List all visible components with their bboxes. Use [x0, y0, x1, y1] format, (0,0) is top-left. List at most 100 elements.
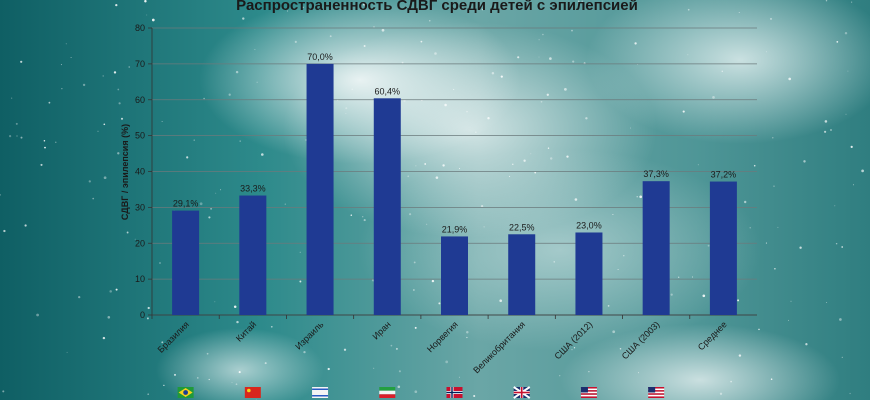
- star-speck: [571, 29, 573, 32]
- star-speck: [163, 384, 165, 387]
- star-speck: [540, 100, 543, 103]
- star-speck: [102, 336, 106, 340]
- star-speck: [363, 3, 366, 6]
- star-speck: [88, 180, 91, 183]
- star-speck: [15, 122, 18, 125]
- usa-flag-icon: [580, 387, 597, 398]
- star-speck: [254, 48, 256, 51]
- star-speck: [772, 137, 774, 139]
- star-speck: [238, 371, 241, 374]
- star-speck: [414, 326, 417, 329]
- star-speck: [788, 77, 792, 81]
- star-speck: [65, 43, 67, 45]
- x-tick-label: Иран: [370, 319, 392, 341]
- norway-flag-icon: [446, 387, 463, 398]
- star-speck: [120, 117, 124, 120]
- star-speck: [126, 231, 129, 234]
- star-speck: [203, 97, 205, 100]
- star-speck: [107, 316, 111, 319]
- israel-flag-icon: [312, 387, 329, 398]
- star-speck: [568, 2, 570, 4]
- data-label: 70,0%: [307, 52, 333, 62]
- star-speck: [826, 302, 828, 303]
- star-speck: [61, 88, 63, 90]
- star-speck: [208, 378, 210, 381]
- star-speck: [239, 140, 241, 142]
- star-speck: [256, 81, 258, 83]
- data-label: 21,9%: [442, 224, 468, 234]
- star-speck: [825, 0, 828, 2]
- star-speck: [847, 70, 849, 72]
- star-speck: [299, 280, 302, 283]
- star-speck: [687, 54, 689, 56]
- star-speck: [853, 184, 855, 186]
- star-speck: [115, 288, 118, 291]
- star-speck: [619, 348, 622, 350]
- star-speck: [639, 195, 643, 199]
- star-speck: [264, 362, 267, 365]
- star-speck: [500, 75, 503, 78]
- y-axis-label: СДВГ / эпилепсия (%): [120, 124, 130, 220]
- x-tick-label: Бразилия: [156, 319, 192, 355]
- star-speck: [850, 145, 853, 149]
- star-speck: [458, 376, 460, 378]
- star-speck: [327, 367, 330, 371]
- star-speck: [284, 203, 286, 205]
- star-speck: [824, 130, 827, 133]
- star-speck: [509, 175, 511, 177]
- star-speck: [538, 56, 540, 58]
- x-tick-label: США (2012): [552, 319, 594, 361]
- y-tick-label: 10: [135, 274, 145, 284]
- star-speck: [55, 141, 57, 143]
- star-speck: [523, 159, 526, 162]
- data-label: 33,3%: [240, 184, 266, 194]
- star-speck: [60, 64, 62, 66]
- star-speck: [841, 356, 843, 359]
- star-speck: [210, 207, 213, 210]
- star-speck: [835, 242, 838, 245]
- star-speck: [174, 373, 176, 376]
- x-tick-label: Норвегия: [425, 319, 460, 354]
- star-speck: [564, 88, 567, 91]
- star-speck: [345, 107, 348, 110]
- x-tick-label: США (2003): [620, 319, 662, 361]
- y-tick-label: 20: [135, 238, 145, 248]
- bar: [239, 195, 267, 315]
- star-speck: [371, 279, 375, 282]
- star-speck: [738, 12, 740, 13]
- star-speck: [738, 354, 742, 357]
- star-speck: [670, 293, 673, 296]
- star-speck: [44, 146, 46, 149]
- y-tick-label: 70: [135, 59, 145, 69]
- star-speck: [466, 110, 468, 113]
- star-speck: [228, 93, 231, 96]
- star-speck: [637, 372, 639, 374]
- star-speck: [617, 269, 619, 271]
- brazil-flag-icon: [177, 387, 194, 398]
- star-speck: [413, 261, 416, 264]
- star-speck: [487, 116, 490, 120]
- star-speck: [208, 216, 211, 219]
- star-speck: [235, 70, 239, 74]
- star-speck: [444, 103, 447, 107]
- star-speck: [849, 392, 851, 395]
- star-speck: [220, 189, 222, 191]
- star-speck: [434, 52, 437, 55]
- star-speck: [146, 14, 148, 16]
- star-speck: [442, 164, 445, 167]
- star-speck: [16, 135, 18, 137]
- star-speck: [398, 370, 401, 373]
- star-speck: [585, 117, 588, 120]
- star-speck: [774, 268, 776, 270]
- star-speck: [20, 136, 23, 139]
- star-speck: [753, 164, 756, 167]
- star-speck: [758, 328, 760, 331]
- star-speck: [573, 347, 576, 349]
- bar: [575, 232, 603, 315]
- star-speck: [118, 102, 121, 105]
- star-speck: [147, 393, 150, 396]
- star-speck: [235, 383, 238, 386]
- star-speck: [559, 375, 561, 377]
- star-speck: [473, 394, 476, 398]
